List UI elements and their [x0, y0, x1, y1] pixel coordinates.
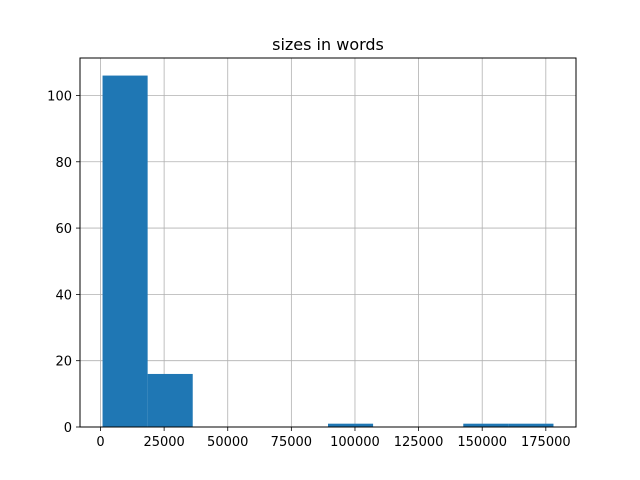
- grid: [80, 58, 576, 428]
- histogram-bar: [508, 423, 554, 427]
- x-axis: 0 25000 50000 75000 100000 125000 150000 175000: [96, 427, 571, 450]
- x-tick-label: 50000: [207, 435, 248, 450]
- histogram-bar: [147, 373, 193, 427]
- y-tick-label: 60: [55, 222, 72, 237]
- y-axis: 0 20 40 60 80 100: [47, 89, 80, 436]
- histogram-bar: [102, 75, 148, 428]
- bars: [102, 75, 554, 428]
- chart-title: sizes in words: [272, 35, 384, 54]
- axes-frame: [79, 57, 577, 428]
- x-tick-label: 100000: [330, 435, 380, 450]
- x-tick-label: 25000: [143, 435, 184, 450]
- x-tick-label: 150000: [457, 435, 507, 450]
- y-tick-label: 80: [55, 156, 72, 171]
- histogram-bar: [463, 423, 509, 427]
- x-tick-label: 75000: [271, 435, 312, 450]
- y-tick-label: 20: [55, 355, 72, 370]
- x-tick-label: 125000: [394, 435, 444, 450]
- x-tick-label: 0: [96, 435, 104, 450]
- y-tick-label: 0: [64, 421, 72, 436]
- x-tick-label: 175000: [521, 435, 571, 450]
- y-tick-label: 100: [47, 89, 72, 104]
- y-tick-label: 40: [55, 288, 72, 303]
- histogram-bar: [328, 423, 374, 427]
